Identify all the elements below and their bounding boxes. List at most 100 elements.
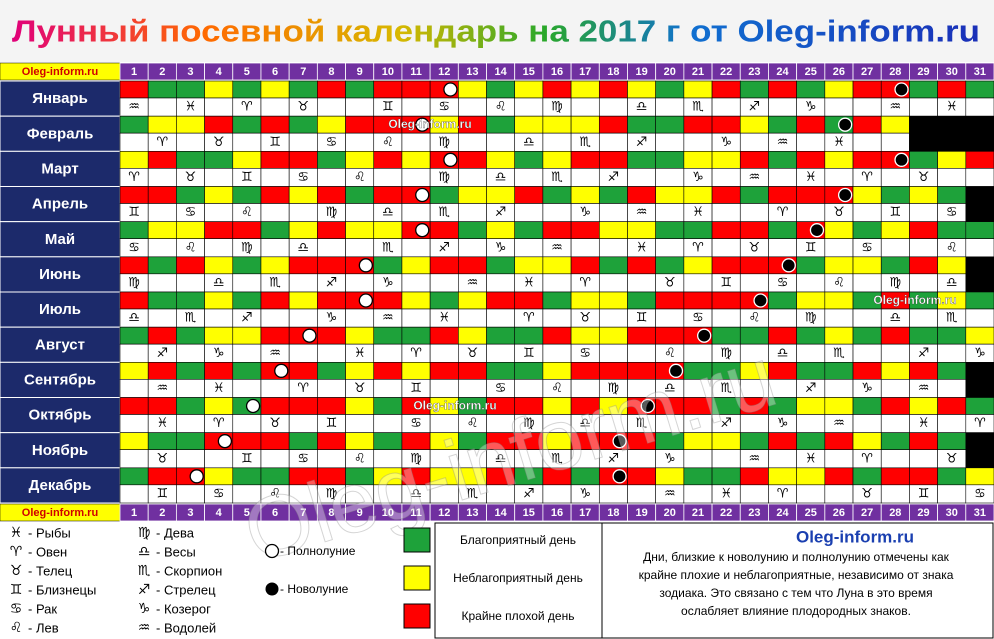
- day-cell: [514, 256, 544, 275]
- sign-cell: [119, 484, 149, 504]
- day-cell: [542, 80, 572, 99]
- day-cell: [119, 186, 149, 204]
- day-cell: [486, 326, 516, 345]
- day-cell: [288, 115, 318, 134]
- zodiac-sign: ♏: [185, 311, 197, 326]
- sign-cell: [739, 132, 769, 152]
- day-number: 2: [159, 507, 165, 519]
- day-cell: [204, 467, 234, 486]
- zodiac-sign: ♈: [156, 135, 168, 150]
- day-number: 16: [551, 66, 563, 78]
- sign-cell: [852, 273, 882, 293]
- zodiac-sign: ♉: [918, 170, 930, 185]
- day-cell: [627, 326, 656, 345]
- day-cell: [655, 186, 685, 204]
- day-number: 1: [131, 507, 137, 519]
- zodiac-sign: ♎: [495, 170, 507, 185]
- day-number: 18: [607, 66, 619, 78]
- sign-cell: [909, 203, 938, 222]
- day-number: 5: [244, 507, 250, 519]
- day-cell: [486, 256, 516, 275]
- day-cell: [288, 397, 318, 415]
- day-number: 10: [382, 507, 394, 519]
- new-moon: [612, 469, 627, 484]
- legend-label: - Лев: [28, 621, 59, 636]
- day-cell: [965, 221, 994, 239]
- sign-cell: [373, 343, 403, 363]
- day-number: 14: [494, 66, 507, 78]
- zodiac-sign: ♓: [692, 205, 704, 220]
- day-number: 6: [272, 66, 278, 78]
- sign-cell: [260, 308, 290, 328]
- sign-cell: [373, 414, 403, 433]
- day-cell: [542, 115, 572, 134]
- day-cell: [909, 221, 938, 239]
- zodiac-sign: ♌: [269, 486, 281, 501]
- sign-cell: [655, 97, 685, 117]
- day-cell: [570, 362, 600, 380]
- day-cell: [176, 115, 205, 134]
- zodiac-sign: ♍: [326, 486, 338, 501]
- day-cell: [711, 115, 741, 134]
- zodiac-sign: ♊: [156, 486, 168, 501]
- zodiac-sign: ♑: [692, 170, 704, 185]
- sign-cell: [965, 484, 994, 504]
- sign-cell: [880, 132, 910, 152]
- sign-cell: [683, 484, 713, 504]
- sign-cell: [458, 308, 487, 328]
- day-cell: [147, 362, 177, 380]
- day-cell: [147, 115, 177, 134]
- sign-cell: [852, 97, 882, 117]
- zodiac-sign: ♓: [833, 135, 845, 150]
- month-name: Февраль: [27, 125, 94, 142]
- new-moon: [809, 223, 825, 238]
- sign-cell: [204, 308, 234, 328]
- day-cell: [260, 186, 290, 204]
- legend-full-moon: [264, 543, 280, 559]
- sign-cell: [288, 132, 318, 152]
- sign-cell: [909, 308, 938, 328]
- sign-cell: [288, 203, 318, 222]
- zodiac-sign: ♊: [382, 100, 394, 115]
- day-cell: [317, 362, 346, 380]
- day-cell: [824, 221, 854, 239]
- sign-cell: [345, 308, 375, 328]
- day-cell: [204, 256, 234, 275]
- day-cell: [768, 151, 797, 169]
- sign-cell: [880, 449, 910, 469]
- title: Лунный посевной календарь на 2017 г от O…: [12, 14, 980, 49]
- zodiac-sign: ♎: [777, 346, 789, 361]
- sign-cell: [880, 238, 910, 258]
- full-moon: [415, 223, 430, 238]
- day-cell: [627, 467, 656, 486]
- zodiac-sign: ♒: [777, 135, 789, 150]
- zodiac-sign: ♐: [156, 346, 168, 361]
- day-cell: [739, 432, 769, 450]
- day-cell: [937, 326, 967, 345]
- day-cell: [711, 80, 741, 99]
- day-cell: [570, 221, 600, 239]
- new-moon: [837, 117, 853, 132]
- zodiac-sign: ♋: [297, 451, 309, 466]
- day-cell: [598, 221, 628, 239]
- sign-cell: [965, 132, 994, 152]
- zodiac-sign: ♑: [777, 416, 789, 431]
- sign-cell: [598, 308, 628, 328]
- day-cell: [204, 151, 234, 169]
- day-cell: [514, 291, 544, 310]
- sign-cell: [598, 343, 628, 363]
- sign-cell: [965, 203, 994, 222]
- day-cell: [598, 151, 628, 169]
- zodiac-sign: ♌: [551, 381, 563, 396]
- legend-symbol: ♎: [138, 544, 151, 560]
- day-cell: [429, 362, 459, 380]
- zodiac-sign: ♐: [608, 170, 620, 185]
- day-cell: [937, 467, 967, 486]
- legend-label: - Овен: [28, 545, 67, 560]
- day-cell: [965, 115, 994, 134]
- zodiac-sign: ♓: [523, 275, 535, 290]
- zodiac-sign: ♉: [749, 240, 761, 255]
- zodiac-sign: ♍: [241, 240, 253, 255]
- day-cell: [570, 186, 600, 204]
